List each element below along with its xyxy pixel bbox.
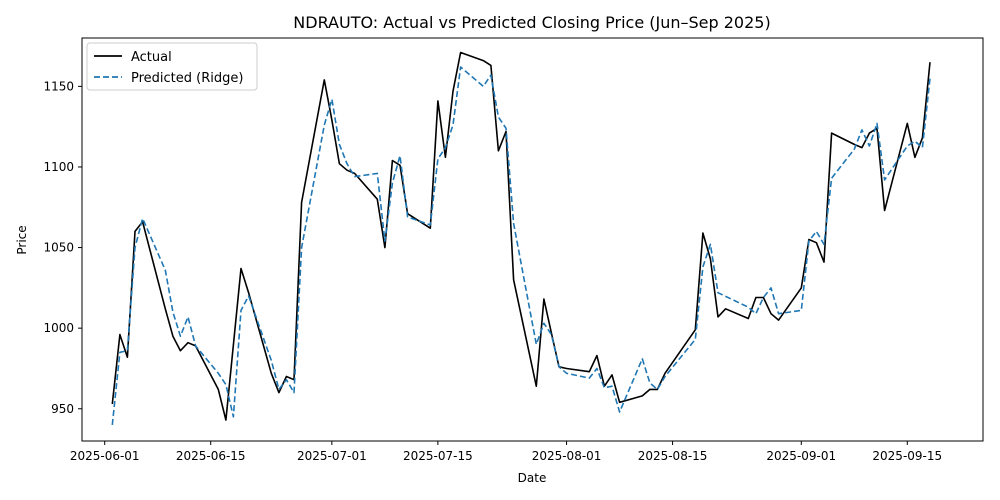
- y-tick-label: 1050: [43, 241, 74, 255]
- x-axis-title: Date: [518, 471, 547, 485]
- legend: Actual Predicted (Ridge): [86, 42, 258, 91]
- y-tick-label: 950: [51, 402, 74, 416]
- plot-area: 2025-06-01 2025-06-15 2025-07-01 2025-07-15…: [43, 37, 984, 463]
- series-line-actual: [111, 51, 931, 421]
- x-tick-label: 2025-07-15: [403, 449, 473, 463]
- x-tick-label: 2025-09-01: [766, 449, 836, 463]
- x-tick-label: 2025-09-15: [872, 449, 942, 463]
- legend-label: Predicted (Ridge): [131, 71, 243, 86]
- chart-title: NDRAUTO: Actual vs Predicted Closing Pri…: [293, 13, 770, 32]
- legend-box: [86, 42, 258, 91]
- x-tick-label: 2025-06-15: [176, 449, 246, 463]
- x-tick-label: 2025-07-01: [297, 449, 367, 463]
- y-axis-title: Price: [15, 225, 29, 254]
- axes-frame: [81, 37, 984, 442]
- series-line-predicted-ridge: [111, 66, 931, 425]
- x-tick-label: 2025-08-01: [532, 449, 602, 463]
- y-tick-label: 1100: [43, 160, 74, 174]
- x-tick-label: 2025-06-01: [70, 449, 140, 463]
- x-tick-label: 2025-08-15: [638, 449, 708, 463]
- y-tick-label: 1000: [43, 321, 74, 335]
- y-tick-label: 1150: [43, 79, 74, 93]
- legend-label: Actual: [131, 50, 172, 65]
